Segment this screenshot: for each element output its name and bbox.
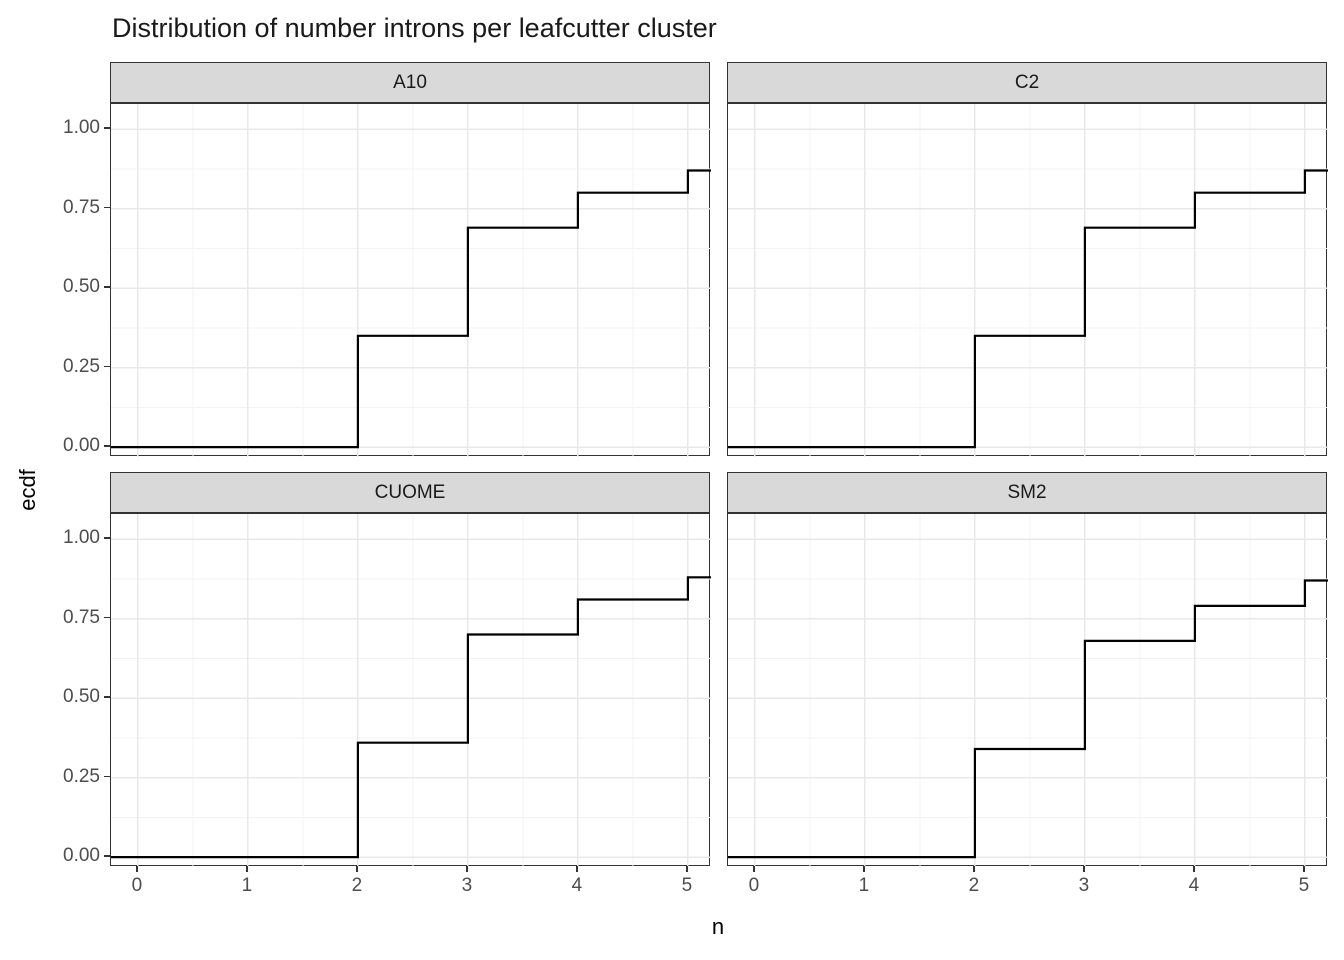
y-tick-mark (104, 537, 110, 539)
facet-strip-label: A10 (393, 71, 427, 93)
x-tick-mark (1083, 866, 1085, 872)
x-tick-label: 2 (351, 875, 363, 896)
x-tick-mark (576, 866, 578, 872)
ecdf-plot-SM2 (728, 514, 1328, 867)
x-tick-mark (136, 866, 138, 872)
y-tick-label: 0.75 (63, 606, 100, 628)
facet-panel-C2 (727, 103, 1328, 457)
x-tick-mark (1303, 866, 1305, 872)
y-tick-label: 0.25 (63, 355, 100, 377)
x-tick-label: 1 (241, 875, 253, 896)
y-tick-mark (104, 775, 110, 778)
x-tick-mark (1193, 866, 1195, 872)
x-tick-mark (753, 866, 755, 872)
y-tick-label: 0.75 (63, 196, 100, 218)
y-tick-label: 1.00 (63, 527, 100, 549)
facet-strip-CUOME: CUOME (110, 472, 710, 513)
facet-panel-SM2 (727, 513, 1328, 867)
y-tick-mark (104, 127, 110, 129)
x-tick-mark (246, 866, 248, 872)
y-tick-label: 0.00 (63, 435, 100, 457)
y-tick-mark (104, 616, 110, 619)
x-tick-label: 4 (1188, 875, 1200, 896)
y-axis-title: ecdf (15, 469, 40, 511)
ecdf-step-line-C2 (728, 169, 1328, 449)
ecdf-plot-CUOME (111, 514, 711, 867)
x-tick-mark (973, 866, 975, 872)
x-tick-mark (686, 866, 688, 872)
ecdf-step-line-CUOME (111, 576, 711, 859)
x-tick-mark (356, 866, 358, 872)
ecdf-step-line-SM2 (728, 579, 1328, 859)
x-tick-label: 0 (748, 875, 760, 896)
y-tick-label: 0.50 (63, 276, 100, 298)
x-tick-mark (466, 866, 468, 872)
facet-strip-label: SM2 (1007, 481, 1047, 503)
facet-strip-label: C2 (1014, 71, 1040, 93)
facet-panel-A10 (110, 103, 711, 457)
x-tick-label: 5 (681, 875, 693, 896)
y-tick-label: 0.50 (63, 686, 100, 708)
facet-strip-label: CUOME (374, 481, 446, 503)
ecdf-plot-C2 (728, 104, 1328, 457)
x-tick-label: 3 (1078, 875, 1090, 896)
x-tick-label: 5 (1298, 875, 1310, 896)
y-tick-mark (104, 445, 110, 447)
facet-panel-CUOME (110, 513, 711, 867)
x-tick-label: 0 (131, 875, 143, 896)
y-tick-mark (104, 696, 110, 698)
facet-strip-A10: A10 (110, 62, 710, 103)
ecdf-step-line-A10 (111, 169, 711, 449)
y-tick-mark (104, 206, 110, 209)
x-tick-label: 1 (858, 875, 870, 896)
y-tick-label: 0.00 (63, 845, 100, 867)
facet-strip-C2: C2 (727, 62, 1327, 103)
y-tick-mark (104, 286, 110, 288)
x-tick-label: 2 (968, 875, 980, 896)
y-tick-mark (104, 365, 110, 368)
chart-title: Distribution of number introns per leafc… (112, 13, 717, 43)
ecdf-plot-A10 (111, 104, 711, 457)
x-tick-mark (863, 866, 865, 872)
y-tick-label: 0.25 (63, 765, 100, 787)
x-tick-label: 4 (571, 875, 583, 896)
y-tick-mark (104, 855, 110, 857)
x-axis-title: n (711, 914, 725, 939)
y-tick-label: 1.00 (63, 117, 100, 139)
x-tick-label: 3 (461, 875, 473, 896)
facet-strip-SM2: SM2 (727, 472, 1327, 513)
